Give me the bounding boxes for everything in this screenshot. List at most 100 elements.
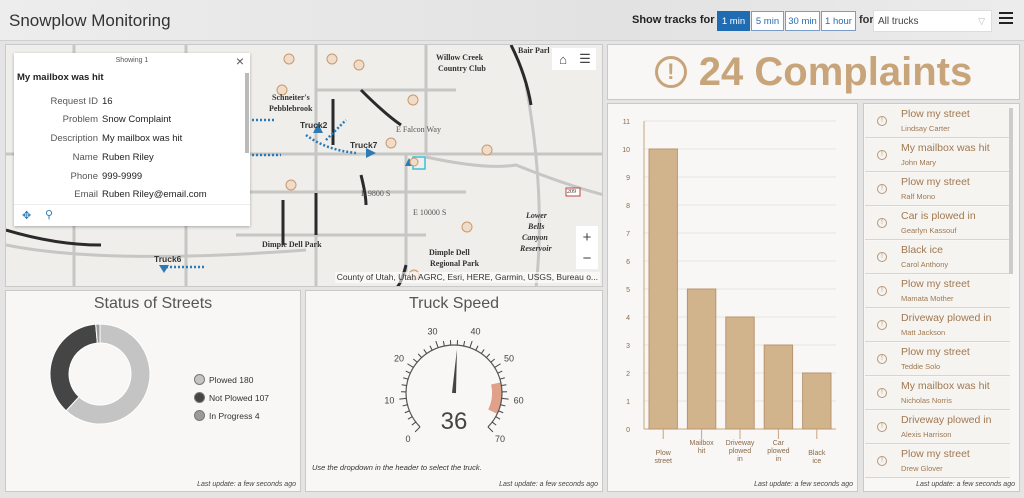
- map-label: Reservoir: [520, 244, 552, 253]
- gauge-tick: [399, 397, 407, 400]
- list-scrollbar[interactable]: [1009, 108, 1013, 274]
- gauge-tick: [495, 416, 501, 420]
- complaint-title: Plow my street: [901, 176, 970, 188]
- field-value: Snow Complaint: [102, 114, 172, 125]
- highway-shield: 209: [567, 189, 576, 195]
- complaint-list-item[interactable]: ! Driveway plowed in Matt Jackson: [865, 309, 1010, 342]
- gauge-tick: [490, 358, 496, 363]
- complaint-title: Plow my street: [901, 278, 970, 290]
- gauge-tick: [405, 370, 411, 374]
- complaint-title: Plow my street: [901, 108, 970, 120]
- gauge-tick-label: 50: [504, 353, 514, 363]
- speed-title: Truck Speed: [408, 295, 500, 312]
- chevron-down-icon: ▽: [978, 16, 985, 26]
- zoom-in-button[interactable]: +: [576, 226, 598, 248]
- map-panel[interactable]: Willow Creek Country Club Bair Parl Schn…: [5, 44, 603, 287]
- gauge-tick: [499, 377, 505, 380]
- complaint-list-item[interactable]: ! My mailbox was hit Nicholas Norris: [865, 377, 1010, 410]
- field-value: Ruben Riley@email.com: [102, 189, 207, 200]
- zoom-to-icon[interactable]: ⚲: [45, 209, 54, 221]
- gauge-tick-label: 40: [470, 327, 480, 337]
- complaint-list-item[interactable]: ! My mailbox was hit John Mary: [865, 139, 1010, 172]
- gauge-tick: [414, 426, 421, 433]
- gauge-arc: [405, 344, 503, 428]
- alert-icon: !: [877, 354, 887, 364]
- alert-icon: !: [877, 184, 887, 194]
- time-30min-button[interactable]: 30 min: [785, 11, 820, 31]
- legend-label: Not Plowed: [209, 392, 253, 403]
- y-tick-label: 4: [626, 315, 630, 322]
- gauge-tick-label: 10: [384, 395, 394, 405]
- gauge-tick-label: 0: [406, 434, 411, 444]
- bar: [802, 372, 832, 430]
- truck-label[interactable]: Truck2: [300, 120, 328, 130]
- legend-swatch: [194, 392, 205, 403]
- y-tick-label: 11: [623, 119, 630, 126]
- menu-icon[interactable]: [999, 12, 1013, 27]
- speed-panel: Truck Speed 0 10 20 30 40 50 60 70 36 Use the d…: [305, 290, 603, 492]
- complaint-list-item[interactable]: ! Plow my street Teddie Solo: [865, 343, 1010, 376]
- gauge-tick: [412, 358, 418, 363]
- popup-scrollbar[interactable]: [245, 73, 249, 153]
- time-1hour-button[interactable]: 1 hour: [821, 11, 856, 31]
- layer-list-icon[interactable]: ☰: [574, 48, 596, 70]
- field-key: Name: [72, 152, 98, 163]
- map-label: E 10000 S: [413, 208, 447, 217]
- complaint-list-item[interactable]: ! Plow my street Drew Glover: [865, 445, 1010, 478]
- legend-item: Not Plowed 107: [194, 392, 269, 403]
- legend-swatch: [194, 410, 205, 421]
- complaint-list-item[interactable]: ! Plow my street Mamata Mother: [865, 275, 1010, 308]
- field-value: Ruben Riley: [102, 152, 154, 163]
- home-icon[interactable]: ⌂: [552, 48, 574, 70]
- popup-count: Showing 1: [115, 57, 149, 64]
- last-update: Last update: a few seconds ago: [916, 481, 1015, 488]
- complaint-name: Nicholas Norris: [901, 396, 952, 405]
- gauge-tick: [423, 349, 428, 354]
- gauge-tick-label: 20: [394, 353, 404, 363]
- truck-select[interactable]: All trucks ▽: [873, 10, 992, 32]
- map-label: Country Club: [438, 64, 486, 73]
- complaint-list-item[interactable]: ! Plow my street Lindsay Carter: [865, 105, 1010, 138]
- x-tick-label: Driveway plowed in: [726, 440, 755, 463]
- alert-icon: !: [877, 252, 887, 262]
- last-update: Last update: a few seconds ago: [499, 481, 598, 488]
- truck-label[interactable]: Truck6: [154, 254, 182, 264]
- gauge-tick: [429, 345, 433, 351]
- truck-label[interactable]: Truck7: [350, 140, 378, 150]
- y-tick-label: 6: [626, 259, 630, 266]
- speed-gauge: 0 10 20 30 40 50 60 70: [384, 327, 524, 444]
- app-title: Snowplow Monitoring: [9, 11, 171, 30]
- map-attribution: County of Utah, Utah AGRC, Esri, HERE, G…: [334, 272, 600, 283]
- feature-popup: Showing 1 × My mailbox was hit Request I…: [14, 53, 250, 226]
- map-label: Dimple Dell: [429, 248, 470, 257]
- alert-icon: !: [877, 218, 887, 228]
- truck-select-value: All trucks: [878, 16, 919, 27]
- complaint-name: Matt Jackson: [901, 328, 946, 337]
- complaint-list-item[interactable]: ! Driveway plowed in Alexis Harrison: [865, 411, 1010, 444]
- complaints-bar-chart: 0 1 2 3 4 5 6 7 8 9 10 11 Plow street Mailbox hit Drivew…: [607, 103, 858, 492]
- pan-icon[interactable]: ✥: [22, 210, 32, 222]
- time-5min-button[interactable]: 5 min: [751, 11, 784, 31]
- bar: [686, 288, 717, 430]
- time-1min-button[interactable]: 1 min: [717, 11, 750, 31]
- complaint-list-item[interactable]: ! Plow my street Ralf Mono: [865, 173, 1010, 206]
- field-value: My mailbox was hit: [102, 133, 183, 144]
- field-value: 16: [102, 96, 113, 107]
- complaint-list-item[interactable]: ! Car is plowed in Gearlyn Kassouf: [865, 207, 1010, 240]
- gauge-tick-label: 60: [514, 395, 524, 405]
- map-label: Bells: [528, 222, 545, 231]
- y-tick-label: 2: [626, 371, 630, 378]
- alert-icon: !: [877, 116, 887, 126]
- field-key: Request ID: [50, 96, 98, 107]
- close-icon[interactable]: ×: [235, 53, 244, 69]
- y-tick-label: 1: [626, 399, 630, 406]
- zoom-out-button[interactable]: −: [576, 247, 598, 269]
- gauge-tick: [463, 340, 466, 347]
- gauge-tick: [497, 370, 503, 374]
- complaint-title: Driveway plowed in: [901, 312, 992, 324]
- donut-slice: [95, 323, 101, 344]
- status-title: Status of Streets: [93, 295, 213, 312]
- complaint-list-item[interactable]: ! Black ice Carol Anthony: [865, 241, 1010, 274]
- map-label: Schneiter's: [272, 93, 310, 102]
- map-label: Willow Creek: [436, 53, 484, 62]
